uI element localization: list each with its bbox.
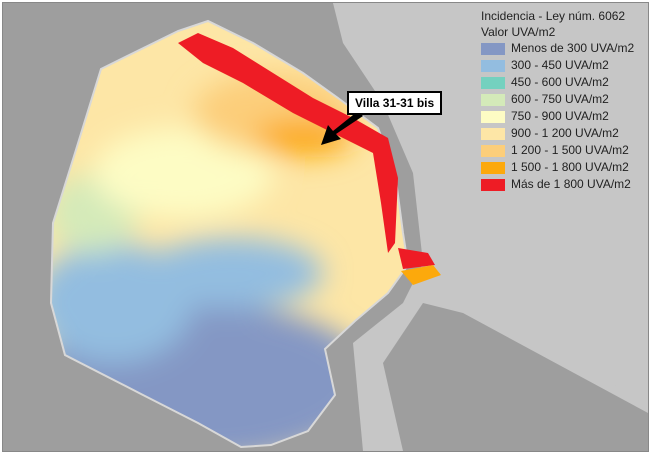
- legend-swatch: [481, 76, 505, 89]
- zone-yellow-center: [93, 128, 273, 218]
- legend-label: 450 - 600 UVA/m2: [511, 75, 609, 89]
- legend-item: 300 - 450 UVA/m2: [481, 57, 634, 74]
- legend-title: Incidencia - Ley núm. 6062: [481, 9, 626, 23]
- legend-item: Más de 1 800 UVA/m2: [481, 176, 634, 193]
- zone-red-port: [398, 248, 435, 269]
- legend-item: 600 - 750 UVA/m2: [481, 91, 634, 108]
- land-southeast: [383, 303, 648, 451]
- legend-items: Menos de 300 UVA/m2 300 - 450 UVA/m2 450 -…: [481, 40, 634, 193]
- legend-label: 300 - 450 UVA/m2: [511, 58, 609, 72]
- legend-swatch: [481, 178, 505, 191]
- legend: Incidencia - Ley núm. 6062 Valor UVA/m2 …: [481, 8, 634, 193]
- zone-teal: [143, 238, 323, 308]
- legend-swatch: [481, 161, 505, 174]
- legend-item: 1 500 - 1 800 UVA/m2: [481, 159, 634, 176]
- legend-swatch: [481, 93, 505, 106]
- callout-arrow: [321, 111, 363, 145]
- villa-31-callout: Villa 31-31 bis: [347, 91, 443, 115]
- city-value-map: [51, 21, 408, 447]
- legend-label: Más de 1 800 UVA/m2: [511, 177, 631, 191]
- legend-label: 1 500 - 1 800 UVA/m2: [511, 160, 629, 174]
- legend-swatch: [481, 110, 505, 123]
- legend-item: Menos de 300 UVA/m2: [481, 40, 634, 57]
- legend-swatch: [481, 127, 505, 140]
- legend-label: 1 200 - 1 500 UVA/m2: [511, 143, 629, 157]
- legend-label: 600 - 750 UVA/m2: [511, 92, 609, 106]
- legend-label: 900 - 1 200 UVA/m2: [511, 126, 619, 140]
- city-boundary: [49, 19, 410, 449]
- map-canvas[interactable]: [3, 3, 648, 451]
- legend-item: 750 - 900 UVA/m2: [481, 108, 634, 125]
- legend-item: 1 200 - 1 500 UVA/m2: [481, 142, 634, 159]
- legend-item: 900 - 1 200 UVA/m2: [481, 125, 634, 142]
- legend-label: 750 - 900 UVA/m2: [511, 109, 609, 123]
- legend-label: Menos de 300 UVA/m2: [511, 41, 635, 55]
- legend-swatch: [481, 42, 505, 55]
- zone-red-coast: [178, 33, 398, 253]
- legend-item: 450 - 600 UVA/m2: [481, 74, 634, 91]
- legend-swatch: [481, 59, 505, 72]
- legend-subtitle: Valor UVA/m2: [481, 25, 556, 39]
- zone-orange-port: [401, 265, 441, 285]
- legend-swatch: [481, 144, 505, 157]
